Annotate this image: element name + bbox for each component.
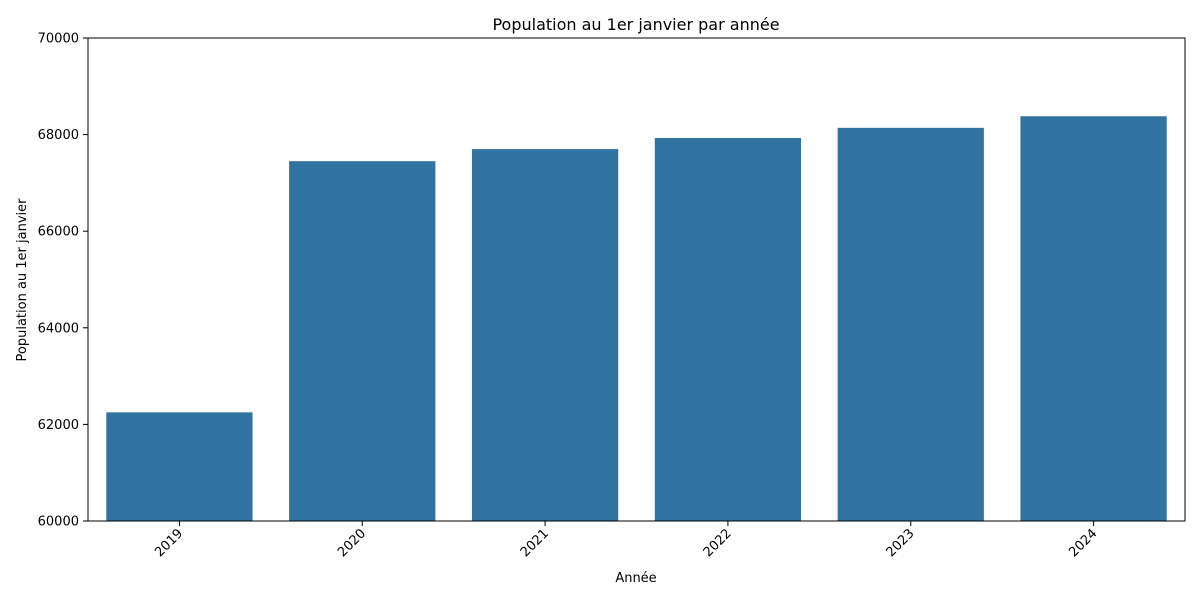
y-tick-label-68000: 68000 xyxy=(38,128,79,143)
y-tick-label-64000: 64000 xyxy=(38,321,79,336)
bar-2022 xyxy=(654,137,802,521)
x-tick-label-2024: 2024 xyxy=(1066,526,1100,560)
y-tick-label-70000: 70000 xyxy=(38,32,79,47)
x-tick-label-2019: 2019 xyxy=(152,526,186,560)
bar-2020 xyxy=(289,161,436,522)
x-tick-label-2021: 2021 xyxy=(518,526,552,560)
y-axis-label: Population au 1er janvier xyxy=(15,198,30,362)
y-tick-label-66000: 66000 xyxy=(38,225,79,240)
bar-2023 xyxy=(837,127,984,521)
y-tick-label-60000: 60000 xyxy=(38,515,79,530)
bar-2019 xyxy=(106,412,253,521)
chart-title: Population au 1er janvier par année xyxy=(492,15,779,34)
x-tick-label-2022: 2022 xyxy=(701,526,735,560)
y-tick-label-62000: 62000 xyxy=(38,418,79,433)
plot-frame xyxy=(87,37,1186,522)
x-axis-label: Année xyxy=(615,571,656,586)
bar-2024 xyxy=(1020,116,1167,521)
plot-area: 60000 62000 64000 66000 68000 70000 2019 2020 20… xyxy=(38,32,1186,560)
bar-2021 xyxy=(471,149,619,521)
x-tick-label-2020: 2020 xyxy=(335,526,369,560)
x-tick-label-2023: 2023 xyxy=(884,526,918,560)
